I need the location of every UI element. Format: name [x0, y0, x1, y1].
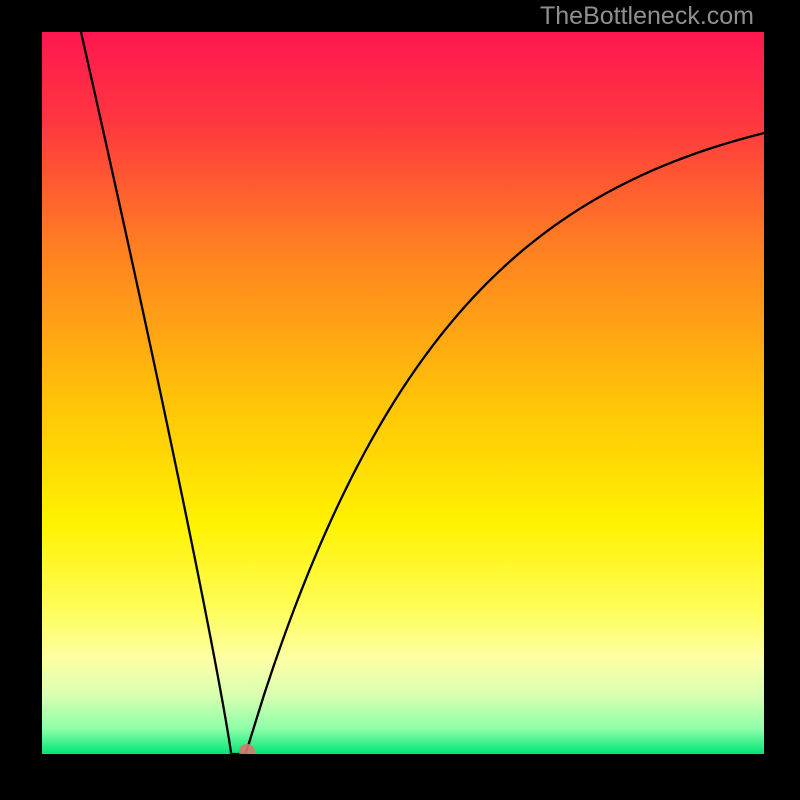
- bottleneck-curve-chart: [0, 0, 800, 800]
- plot-background: [42, 32, 764, 754]
- chart-frame: TheBottleneck.com: [0, 0, 800, 800]
- watermark-text: TheBottleneck.com: [540, 2, 754, 31]
